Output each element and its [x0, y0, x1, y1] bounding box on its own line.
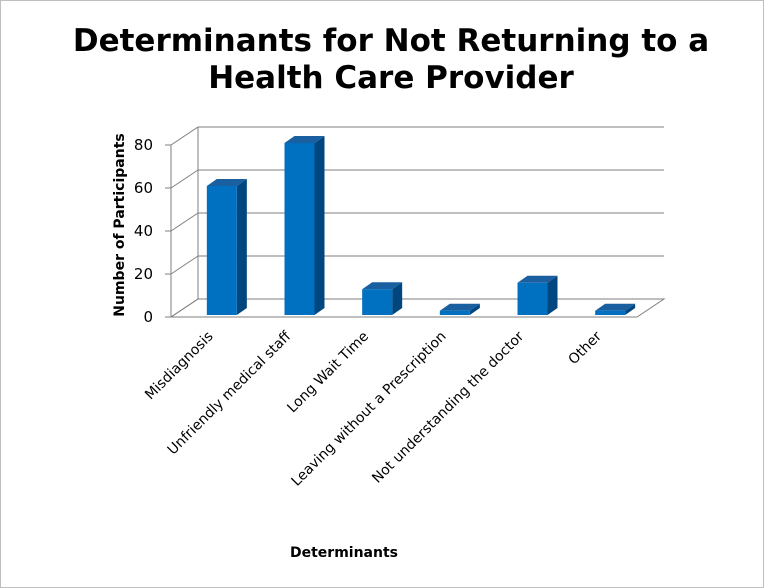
y-tick-label: 20 [134, 265, 153, 283]
floor [169, 298, 666, 318]
y-tick-labels: 0 20 40 60 80 [134, 136, 153, 326]
bar-front [439, 310, 470, 315]
x-tick-label: Unfriendly medical staff [165, 328, 295, 458]
y-axis-title: Number of Participants [112, 133, 128, 316]
bar [595, 303, 636, 315]
bar [439, 303, 480, 315]
chart-title-line-2: Health Care Provider [208, 60, 574, 96]
bars [206, 136, 636, 315]
gridline-side [170, 126, 199, 146]
chart-title-line-1: Determinants for Not Returning to a [73, 23, 709, 59]
bar-side [625, 303, 636, 315]
gridline-side [170, 212, 199, 232]
bar-front [517, 282, 548, 315]
bar [362, 282, 403, 315]
bar-top [439, 303, 480, 311]
x-tick-label: Leaving without a Prescription [289, 329, 450, 490]
bar-top [284, 136, 325, 143]
gridline-side [170, 169, 199, 189]
x-tick-label: Other [566, 328, 606, 368]
bar-front [284, 143, 315, 315]
y-tick-label: 60 [134, 179, 153, 197]
y-tick-label: 80 [134, 136, 153, 154]
bar-side [547, 275, 558, 315]
bar-front [362, 289, 393, 315]
bar-side [314, 136, 325, 315]
bar-front [206, 186, 237, 315]
gridline-side [170, 255, 199, 275]
bar-top [517, 275, 558, 283]
y-tick-label: 0 [143, 308, 153, 326]
bar [284, 136, 325, 315]
y-tick-label: 40 [134, 222, 153, 240]
x-axis-title: Determinants [290, 545, 398, 561]
bar-side [392, 282, 403, 315]
x-tick-label: Long Wait Time [284, 329, 372, 417]
x-tick-label: Not understanding the doctor [369, 328, 527, 486]
bar [517, 275, 558, 315]
bar-top [362, 282, 403, 290]
bar-top [206, 179, 247, 186]
bar-side [469, 303, 480, 315]
x-tick-label: Misdiagnosis [142, 329, 217, 404]
bar-top [595, 303, 636, 311]
axes [165, 144, 666, 318]
bar-side [236, 179, 247, 315]
bar [206, 179, 247, 315]
bar-front [595, 310, 626, 315]
